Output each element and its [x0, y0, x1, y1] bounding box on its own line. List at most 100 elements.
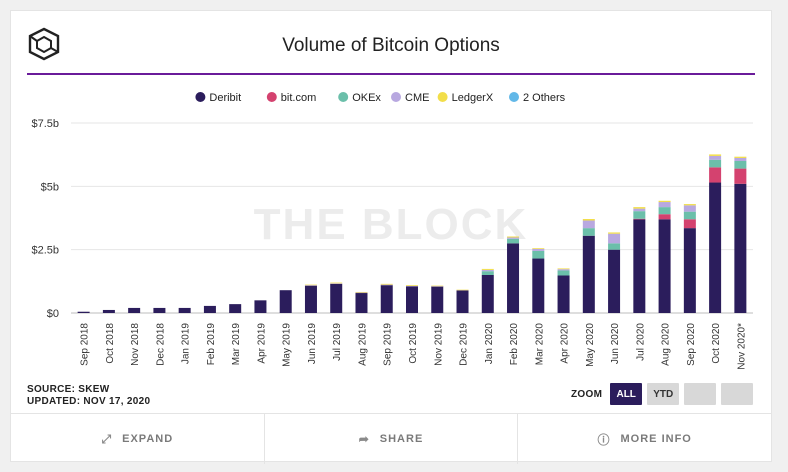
zoom-all-button[interactable]: ALL — [610, 383, 643, 405]
bar-segment — [304, 284, 317, 286]
expand-arrows-icon: ⤢ — [101, 431, 113, 446]
chart-title: Volume of Bitcoin Options — [282, 35, 500, 56]
share-button[interactable]: ➦ SHARE — [263, 414, 518, 464]
chart-card: Volume of Bitcoin Options THE BLOCK $0 $2.… — [10, 10, 772, 464]
bar-segment — [178, 307, 191, 313]
bar-segment — [532, 250, 545, 259]
zoom-label: ZOOM — [571, 388, 603, 400]
expand-label: EXPAND — [122, 433, 174, 445]
bar-segment — [481, 275, 494, 313]
x-tick-label: Jan 2019 — [181, 323, 192, 365]
bar-segment — [330, 283, 343, 313]
bar-segment — [608, 249, 621, 313]
title-divider — [27, 73, 755, 75]
bar-segment — [709, 182, 722, 313]
bar-segment — [355, 292, 368, 294]
bar-segment — [709, 159, 722, 168]
more-info-label: MORE INFO — [620, 433, 692, 445]
legend-label: CME — [405, 92, 429, 104]
bar-segment — [709, 167, 722, 183]
bar-segment — [709, 154, 722, 156]
source-text: SOURCE: SKEW — [27, 384, 110, 395]
x-tick-label: Sep 2018 — [80, 323, 91, 366]
bar-segment — [532, 258, 545, 313]
expand-button[interactable]: ⤢ EXPAND — [11, 414, 264, 464]
bar-segment — [102, 309, 115, 313]
x-tick-label: Feb 2020 — [509, 323, 520, 366]
bar-segment — [77, 311, 90, 313]
x-tick-label: Jun 2019 — [307, 323, 318, 365]
y-tick-label: $0 — [47, 308, 59, 320]
x-tick-label: Dec 2019 — [459, 323, 470, 366]
y-tick-label: $7.5b — [31, 118, 59, 130]
bar-segment — [456, 290, 469, 313]
bar-segment — [658, 202, 671, 208]
legend-marker — [509, 92, 519, 102]
x-tick-label: Oct 2018 — [105, 323, 116, 364]
legend-label: 2 Others — [523, 92, 566, 104]
x-tick-label: Apr 2020 — [560, 323, 571, 364]
bar-segment — [582, 228, 595, 236]
bar-segment — [380, 285, 393, 313]
bar-segment — [633, 208, 646, 212]
bar-segment — [279, 290, 292, 313]
legend-marker — [266, 92, 277, 102]
x-tick-label: Mar 2020 — [534, 323, 545, 366]
bar-segment — [557, 275, 570, 313]
x-tick-label: Jul 2019 — [332, 323, 343, 361]
footer-actions: ⤢ EXPAND ➦ SHARE ⓘ MORE INFO — [11, 413, 771, 464]
bar-segment — [481, 271, 494, 275]
legend-marker — [195, 92, 206, 102]
bar-segment — [406, 286, 418, 313]
legend-label: OKEx — [352, 92, 381, 104]
bar-segment — [481, 268, 494, 270]
bar-segment — [683, 219, 696, 229]
bar-segment — [683, 211, 696, 220]
bar-segment — [431, 285, 444, 287]
legend-marker — [391, 92, 401, 102]
bar-segment — [633, 207, 646, 209]
chart-meta: SOURCE: SKEW UPDATED: NOV 17, 2020 — [27, 384, 150, 408]
bar-segment — [633, 219, 646, 313]
bar-segment — [557, 268, 570, 270]
x-tick-label: Sep 2019 — [383, 323, 394, 366]
x-tick-label: May 2019 — [282, 323, 293, 367]
bar-segment — [153, 307, 166, 313]
bar-segment — [683, 204, 696, 206]
x-tick-label: Nov 2018 — [130, 323, 141, 366]
x-tick-label: Sep 2020 — [686, 323, 697, 366]
bar-segment — [380, 283, 393, 285]
bar-segment — [355, 292, 368, 313]
bar-segment — [608, 232, 621, 234]
bar-segment — [254, 300, 267, 313]
bar-segment — [633, 218, 646, 220]
zoom-controls: ZOOM ALL YTD — [571, 383, 754, 405]
bar-segment — [734, 168, 747, 184]
bar-segment — [431, 286, 444, 313]
bar-segment — [557, 269, 570, 271]
bar-segment — [633, 211, 646, 219]
bar-segment — [608, 243, 621, 250]
zoom-extra-button-1[interactable] — [684, 383, 717, 405]
info-circle-icon: ⓘ — [597, 432, 611, 447]
bar-segment — [683, 205, 696, 212]
bar-segment — [532, 248, 545, 251]
bar-segment — [507, 237, 520, 239]
bar-segment — [406, 285, 418, 287]
bar-segment — [582, 220, 595, 229]
bar-segment — [456, 289, 469, 291]
more-info-button[interactable]: ⓘ MORE INFO — [517, 414, 771, 464]
legend-label: LedgerX — [452, 92, 494, 104]
x-tick-label: Oct 2020 — [711, 323, 722, 364]
zoom-ytd-button[interactable]: YTD — [647, 383, 680, 405]
y-tick-label: $2.5b — [31, 245, 59, 257]
x-tick-label: Mar 2019 — [231, 323, 242, 366]
updated-text: UPDATED: NOV 17, 2020 — [27, 396, 151, 407]
bar-segment — [608, 233, 621, 244]
zoom-extra-button-2[interactable] — [721, 383, 754, 405]
x-tick-label: Jul 2020 — [635, 323, 646, 361]
bar-segment — [658, 200, 671, 203]
bar-segment — [557, 270, 570, 276]
bar-segment — [481, 269, 494, 272]
bar-segment — [734, 161, 747, 169]
